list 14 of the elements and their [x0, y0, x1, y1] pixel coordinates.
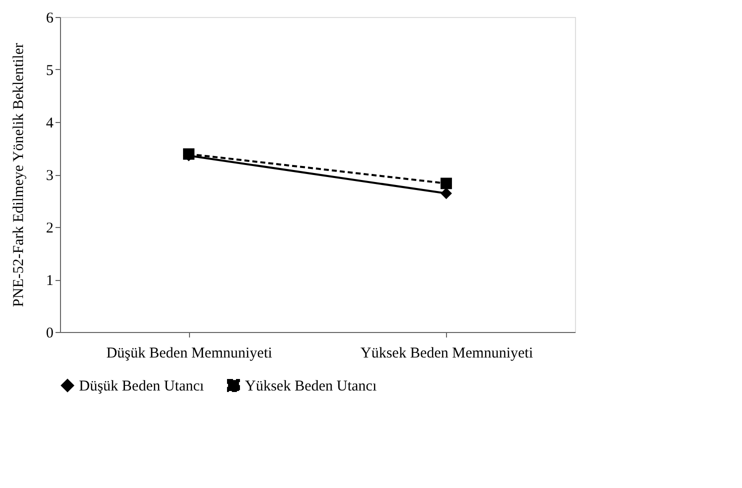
y-tick-label: 5: [46, 63, 54, 79]
point: [440, 188, 452, 200]
y-tick-label: 6: [46, 10, 54, 26]
x-tick-label: Yüksek Beden Memnuniyeti: [360, 346, 533, 362]
y-tick-label: 3: [46, 168, 54, 184]
y-tick-label: 4: [46, 116, 54, 132]
x-tick-label: Düşük Beden Memnuniyeti: [106, 346, 272, 362]
legend-label: Yüksek Beden Utancı: [245, 378, 377, 395]
point: [440, 178, 452, 190]
y-tick-label: 1: [46, 273, 54, 289]
y-tick-label: 0: [46, 326, 54, 342]
y-axis-title: PNE-52-Fark Edilmeye Yönelik Beklentiler: [11, 43, 27, 307]
legend-label: Düşük Beden Utancı: [79, 378, 204, 395]
y-tick-label: 2: [46, 220, 54, 236]
